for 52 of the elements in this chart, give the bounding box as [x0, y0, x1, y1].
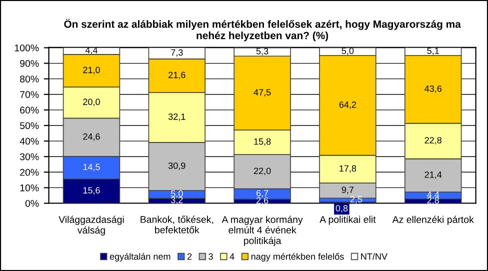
data-label: 15,8 [254, 138, 271, 146]
data-label: 24,6 [83, 133, 100, 141]
legend-label: NT/NV [361, 253, 388, 260]
x-tick-label: A magyar kormány elmúlt 4 évének politikája [222, 216, 303, 246]
y-tick-label: 80% [20, 76, 39, 82]
data-label: 64,2 [339, 101, 356, 109]
data-label: 6,7 [256, 190, 268, 198]
y-tick-label: 70% [20, 91, 39, 98]
y-tick-label: 10% [20, 184, 39, 192]
x-tick-label: Világgazdasági válság [58, 216, 124, 236]
data-label: 2,8 [427, 197, 439, 205]
x-tick-label: Bankok, tőkések, befektetők [140, 216, 214, 234]
data-label: 30,9 [168, 162, 186, 170]
data-label: 4,4 [85, 47, 98, 54]
legend-label: 2 [187, 253, 192, 260]
legend-label: 3 [208, 253, 213, 260]
x-tick-label: Az ellenzéki pártok [392, 216, 474, 225]
legend-label: nagy mértékben felelős [251, 253, 344, 262]
data-label: 21,0 [83, 66, 100, 74]
data-label: 5,0 [170, 190, 183, 198]
data-label: 22,8 [424, 137, 442, 145]
data-label: 47,5 [254, 89, 271, 97]
data-label: 20,0 [83, 98, 100, 106]
chart-title: Ön szerint az alábbiak milyen mértékben felelősek azért, hogy Magyarország ma nehéz helyzetben van? (%) [64, 18, 461, 42]
data-label: 32,1 [168, 114, 186, 121]
y-tick-label: 50% [20, 122, 39, 130]
data-label: 4,4 [427, 192, 440, 199]
y-tick-label: 90% [20, 60, 39, 67]
legend-label: egyáltalán nem [110, 253, 170, 262]
data-label: 0,8 [336, 205, 348, 213]
data-label: 5,1 [427, 48, 439, 56]
x-tick-label: A politikai elit [320, 216, 376, 225]
y-tick-label: 100% [14, 44, 39, 52]
data-label: 2,6 [256, 197, 268, 205]
data-label: 22,0 [254, 168, 271, 176]
data-label: 7,3 [171, 49, 183, 57]
data-label: 43,6 [424, 85, 442, 93]
y-tick-label: 40% [20, 138, 39, 145]
legend-label: 4 [230, 253, 234, 260]
data-label: 21,6 [168, 72, 186, 80]
data-label: 17,8 [340, 165, 356, 173]
data-label: 21,4 [424, 171, 442, 179]
y-tick-label: 20% [20, 168, 39, 176]
data-label: 14,5 [83, 164, 100, 172]
y-tick-label: 0% [25, 200, 39, 207]
data-label: 3,2 [170, 196, 183, 204]
data-label: 9,7 [342, 186, 354, 194]
data-label: 5,0 [342, 48, 354, 56]
y-tick-label: 30% [20, 153, 39, 160]
data-label: 15,6 [83, 187, 100, 195]
y-tick-label: 60% [20, 106, 39, 114]
data-label: 5,3 [256, 48, 268, 56]
